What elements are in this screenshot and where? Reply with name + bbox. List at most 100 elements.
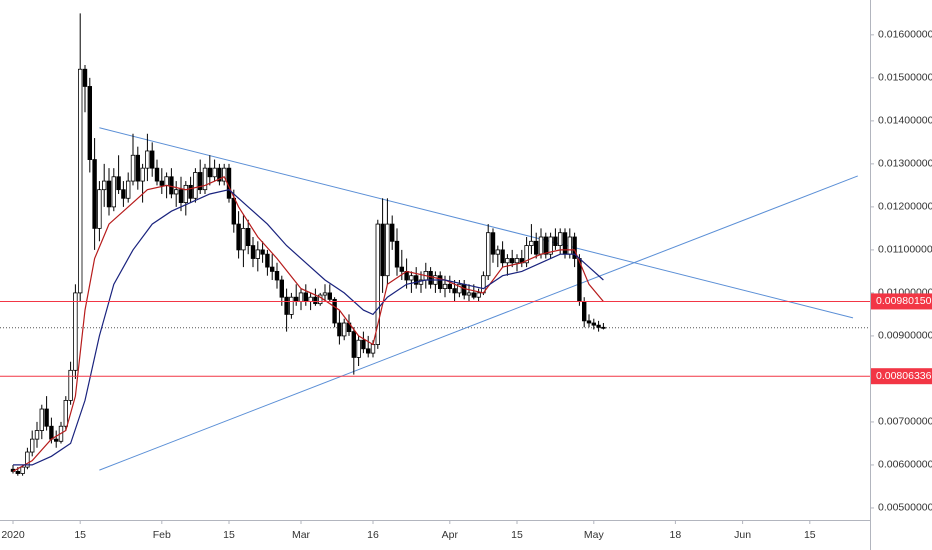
y-tick-label: 0.01200000 (878, 201, 932, 213)
level-label-box (871, 293, 932, 310)
candle-body (428, 270, 433, 285)
candle-body (591, 322, 596, 326)
candle-body (582, 301, 587, 322)
candle-body (260, 249, 265, 255)
candle-body (476, 292, 481, 298)
candle-body (529, 240, 534, 246)
candle-body (116, 176, 121, 191)
candle-body (250, 245, 256, 259)
candle-body (298, 292, 304, 302)
candle-body (49, 425, 54, 440)
candle-body (509, 258, 515, 264)
candle-body (558, 232, 563, 246)
candle-body (534, 240, 539, 255)
candle-body (34, 430, 40, 440)
candle-body (356, 339, 361, 358)
candle-body (241, 227, 246, 251)
candle-body (524, 245, 529, 264)
x-tick-label: May (584, 529, 605, 541)
candle-body (500, 249, 505, 264)
candle-body (164, 176, 169, 186)
candle-body (20, 466, 25, 474)
candle-body (178, 189, 184, 203)
candle-body (121, 189, 126, 199)
candle-body (231, 197, 236, 225)
candle-body (15, 470, 20, 474)
candle-body (212, 167, 217, 178)
candle-body (145, 150, 150, 169)
y-tick-label: 0.01400000 (878, 115, 932, 127)
candle-body (293, 296, 299, 302)
y-tick-label: 0.00600000 (878, 459, 932, 471)
y-tick-label: 0.01600000 (878, 29, 932, 41)
candle-body (485, 232, 491, 277)
candle-body (562, 232, 568, 255)
level-label: 0.00980150 (876, 295, 932, 307)
candle-body (418, 279, 424, 285)
candle-body (471, 292, 476, 298)
candle-body (44, 408, 49, 427)
candle-body (452, 288, 457, 294)
candle-body (442, 283, 448, 290)
candle-body (140, 167, 145, 182)
candle-body (375, 223, 380, 345)
candle-body (193, 172, 198, 199)
candle-body (236, 223, 241, 251)
x-tick-label: 15 (511, 529, 523, 541)
candle-body (159, 180, 164, 186)
trendline (99, 175, 858, 471)
candle-body (207, 167, 212, 178)
candle-body (370, 344, 376, 354)
candle-body (385, 223, 390, 277)
candle-body (505, 258, 510, 264)
x-tick-label: Feb (153, 529, 171, 541)
candle-body (183, 184, 188, 203)
candle-body (63, 400, 68, 427)
candle-body (308, 296, 313, 302)
x-tick-label: 15 (74, 529, 86, 541)
candle-body (97, 189, 102, 229)
candle-body (78, 68, 83, 294)
candle-body (111, 176, 116, 208)
candle-body (495, 249, 500, 255)
candle-body (284, 296, 289, 315)
candle-body (413, 275, 419, 285)
candle-body (466, 292, 472, 296)
candle-body (135, 154, 140, 182)
candle-body (202, 167, 208, 191)
candle-body (29, 438, 35, 453)
candle-body (461, 283, 467, 296)
candle-body (221, 167, 227, 182)
x-tick-label: 15 (804, 529, 816, 541)
candle-body (437, 275, 443, 290)
candle-body (394, 240, 400, 268)
candle-body (68, 369, 73, 401)
candle-body (601, 326, 606, 329)
candle-body (567, 236, 572, 255)
candle-body (317, 294, 323, 305)
candle-body (269, 266, 275, 272)
candle-body (217, 167, 222, 182)
candle-body (130, 154, 136, 182)
candle-body (289, 296, 294, 315)
candle-body (73, 292, 78, 371)
candle-body (548, 236, 553, 255)
candle-body (514, 258, 520, 264)
y-tick-label: 0.00900000 (878, 330, 932, 342)
candle-body (447, 283, 452, 290)
candle-body (538, 236, 544, 255)
y-tick-label: 0.00500000 (878, 502, 932, 514)
candle-body (361, 339, 366, 350)
candle-body (399, 266, 404, 272)
x-tick-label: 18 (670, 529, 682, 541)
candle-body (274, 270, 280, 281)
candle-body (92, 159, 97, 229)
candle-body (106, 180, 112, 208)
candle-body (197, 172, 203, 191)
y-tick-label: 0.01500000 (878, 72, 932, 84)
candle-body (173, 189, 179, 195)
candle-body (332, 298, 337, 324)
candle-body (553, 236, 558, 246)
